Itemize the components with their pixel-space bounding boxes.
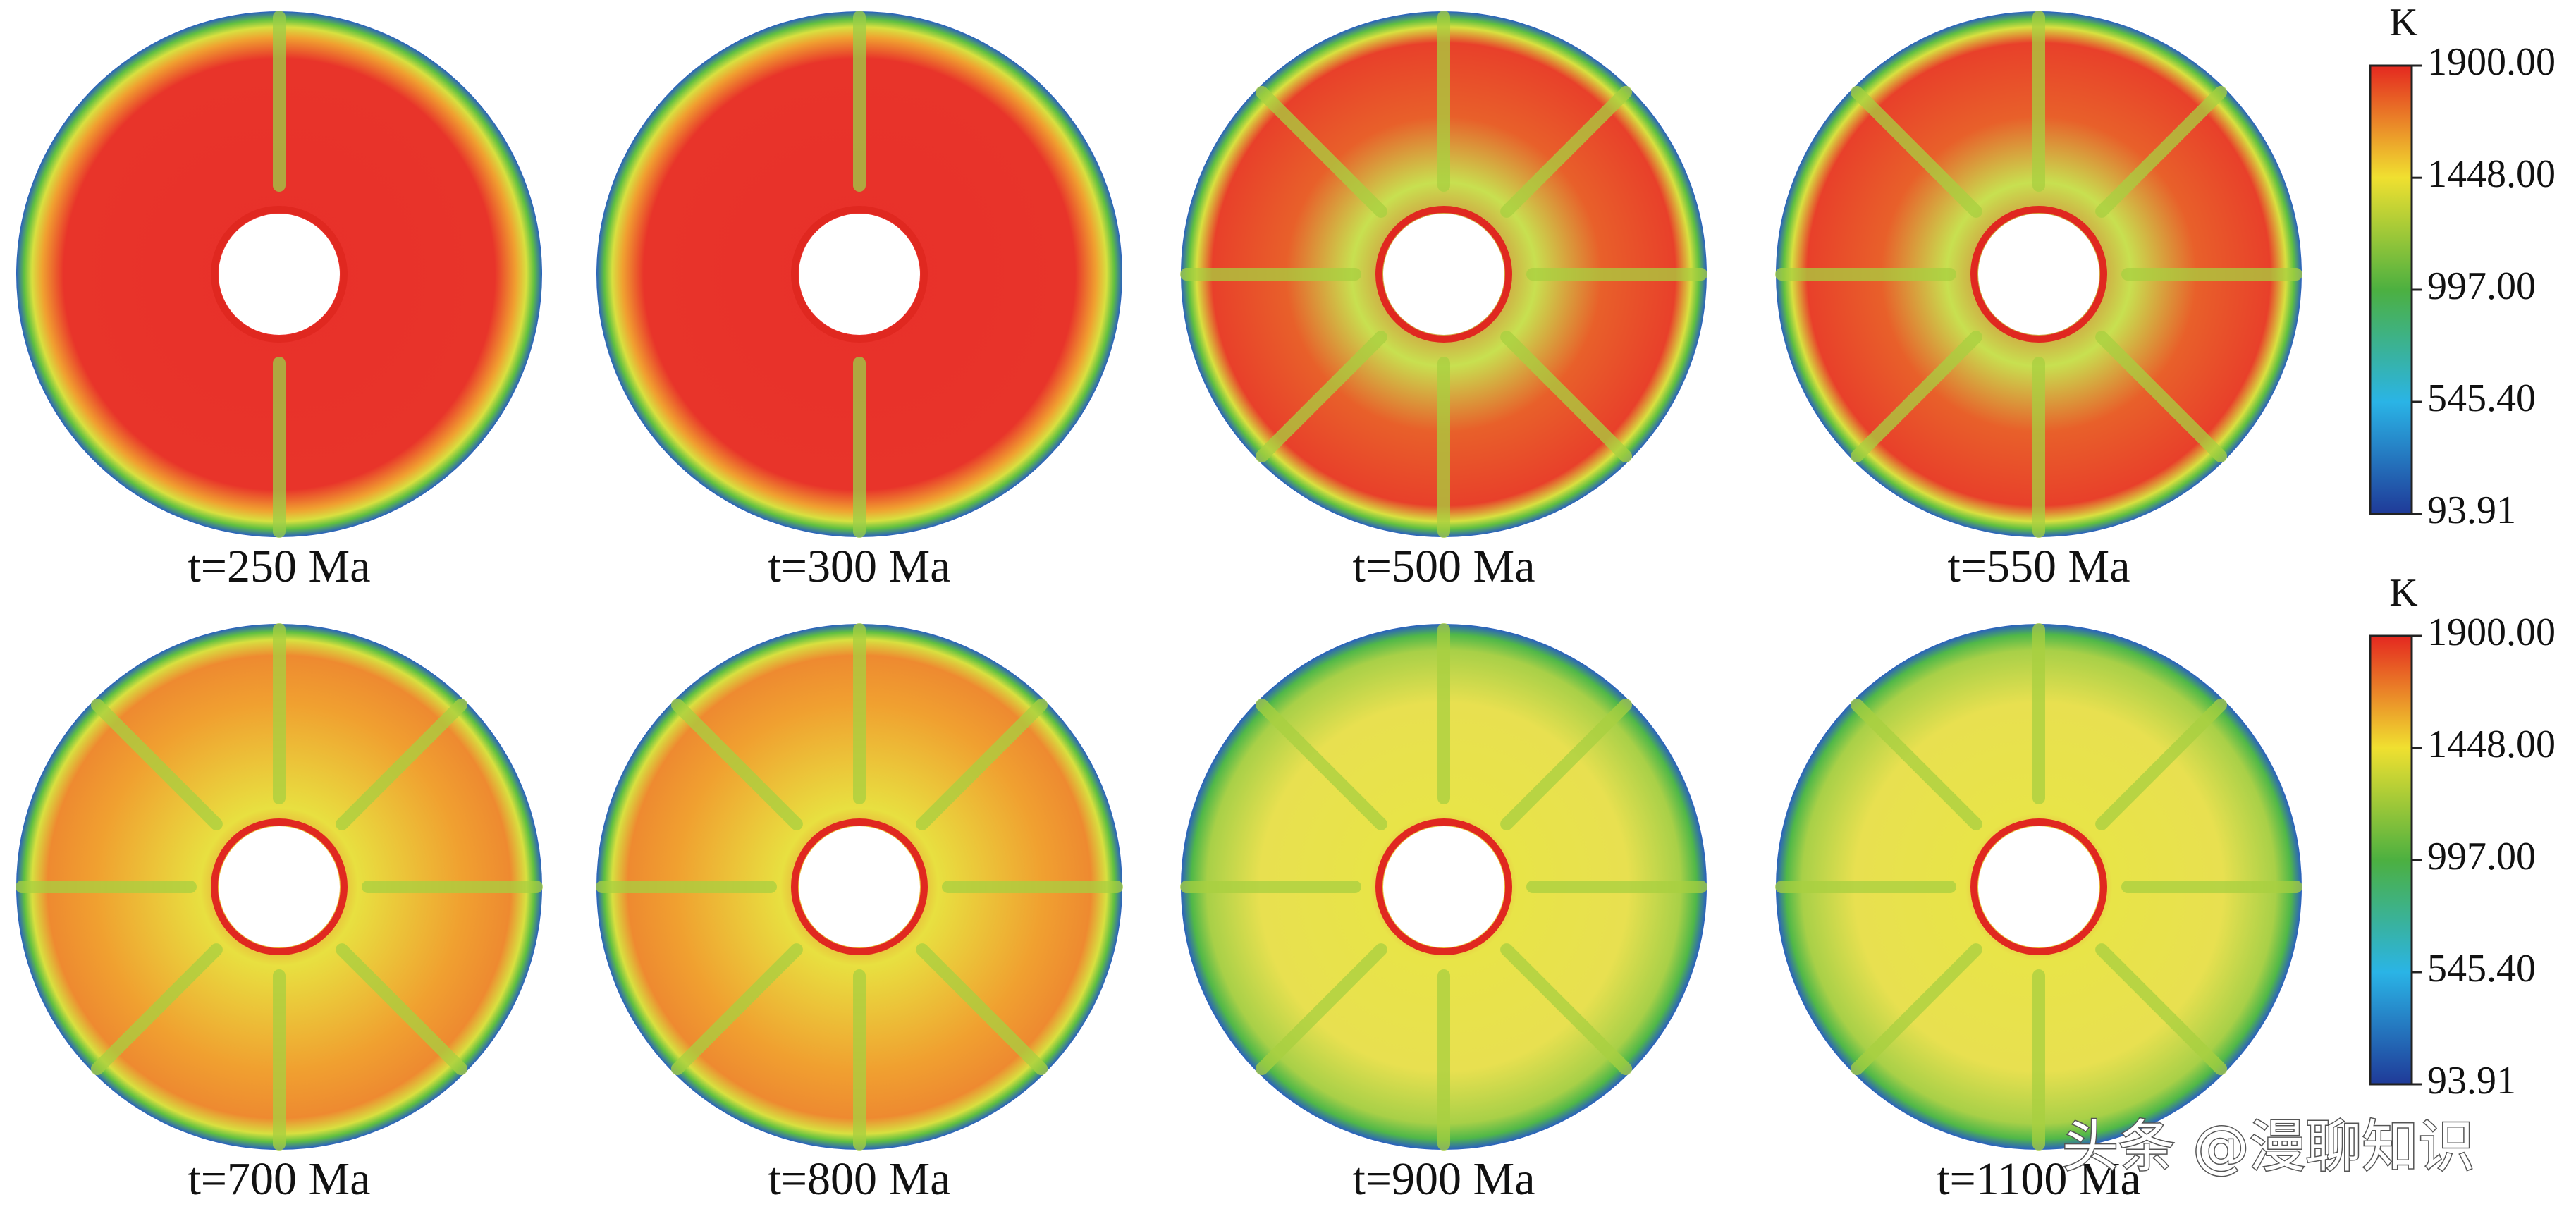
core-rim — [791, 206, 928, 343]
plume — [1850, 943, 1982, 1076]
plume — [2095, 698, 2228, 830]
core — [799, 826, 920, 947]
colorbar-tick-label: 997.00 — [2427, 264, 2536, 308]
colorbar-unit: K — [2389, 1, 2417, 44]
colorbar-tick-label: 1900.00 — [2427, 610, 2556, 654]
plume — [1850, 698, 1982, 830]
colorbar-tick-label: 93.91 — [2427, 1059, 2516, 1103]
panel-label: t=900 Ma — [1352, 1153, 1535, 1205]
colorbar-tick-label: 1448.00 — [2427, 723, 2556, 766]
core — [1978, 826, 2099, 947]
panel-label: t=500 Ma — [1352, 541, 1535, 592]
core — [219, 826, 340, 947]
colorbar-tick-label: 545.40 — [2427, 376, 2536, 420]
plume — [1500, 943, 1633, 1076]
plume — [1255, 943, 1387, 1076]
core-rim — [211, 818, 348, 955]
plume — [670, 698, 803, 830]
panel-label: t=1100 Ma — [1937, 1153, 2141, 1205]
panel-label: t=700 Ma — [188, 1153, 370, 1205]
plume — [1500, 85, 1633, 218]
plume — [1850, 85, 1982, 218]
core — [1383, 214, 1504, 335]
plume — [1255, 331, 1387, 463]
core-rim — [1375, 206, 1512, 343]
panel-label: t=550 Ma — [1947, 541, 2130, 592]
core-rim — [1970, 206, 2107, 343]
plume — [336, 943, 468, 1076]
plume — [90, 943, 223, 1076]
core — [1978, 214, 2099, 335]
colorbar-tick-label: 545.40 — [2427, 947, 2536, 990]
plume — [1500, 331, 1633, 463]
colorbar — [2369, 64, 2413, 515]
core-rim — [1970, 818, 2107, 955]
plume — [336, 698, 468, 830]
core — [219, 214, 340, 335]
colorbar-tick-label: 93.91 — [2427, 489, 2516, 532]
plume — [670, 943, 803, 1076]
colorbar-unit: K — [2389, 571, 2417, 615]
plume — [2095, 85, 2228, 218]
plume — [916, 698, 1048, 830]
panel-label: t=250 Ma — [188, 541, 370, 592]
plume — [1850, 331, 1982, 463]
watermark: 头条 @漫聊知识 — [2062, 1114, 2474, 1179]
colorbar-tick-label: 1900.00 — [2427, 40, 2556, 84]
plume — [90, 698, 223, 830]
core — [799, 214, 920, 335]
plume — [1255, 85, 1387, 218]
plume — [2095, 331, 2228, 463]
core-rim — [1375, 818, 1512, 955]
colorbar — [2369, 634, 2413, 1086]
colorbar-tick-label: 1448.00 — [2427, 152, 2556, 196]
colorbar-tick-label: 997.00 — [2427, 835, 2536, 878]
core — [1383, 826, 1504, 947]
core-rim — [791, 818, 928, 955]
panel-label: t=800 Ma — [768, 1153, 950, 1205]
plume — [916, 943, 1048, 1076]
plume — [1500, 698, 1633, 830]
plume — [1255, 698, 1387, 830]
core-rim — [211, 206, 348, 343]
panel-label: t=300 Ma — [768, 541, 950, 592]
plume — [2095, 943, 2228, 1076]
